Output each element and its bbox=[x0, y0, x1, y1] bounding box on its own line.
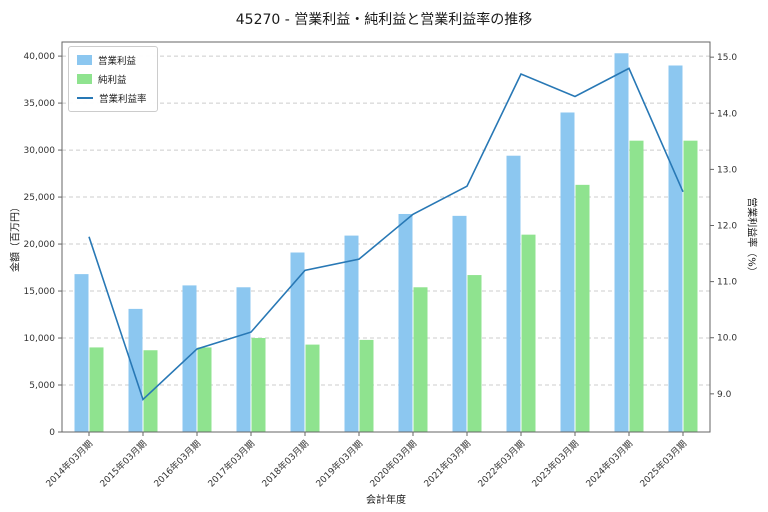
chart-title: 45270 - 営業利益・純利益と営業利益率の推移 bbox=[235, 12, 533, 28]
bar-net-income bbox=[359, 339, 374, 432]
bar-net-income bbox=[89, 347, 104, 432]
left-tick-label: 30,000 bbox=[24, 146, 56, 156]
left-tick-label: 5,000 bbox=[29, 381, 55, 391]
bar-operating-income bbox=[290, 252, 305, 432]
x-tick-label: 2024年03月期 bbox=[583, 438, 635, 490]
left-tick-label: 0 bbox=[49, 428, 55, 438]
right-tick-label: 10.0 bbox=[717, 334, 737, 344]
bar-net-income bbox=[413, 287, 428, 432]
legend: 営業利益純利益営業利益率 bbox=[68, 46, 158, 112]
bar-net-income bbox=[305, 344, 320, 432]
right-tick-label: 12.0 bbox=[717, 221, 737, 231]
bar-operating-income bbox=[560, 112, 575, 432]
x-tick-label: 2015年03月期 bbox=[97, 438, 149, 490]
x-tick-label: 2019年03月期 bbox=[313, 438, 365, 490]
right-tick-label: 11.0 bbox=[717, 278, 737, 288]
bar-operating-income bbox=[506, 155, 521, 432]
right-axis-label: 営業利益率（%） bbox=[745, 197, 757, 277]
plot-border bbox=[61, 41, 711, 433]
legend-label: 営業利益 bbox=[98, 56, 137, 67]
bar-operating-income bbox=[398, 213, 413, 432]
legend-item-net-income: 純利益 bbox=[77, 72, 147, 86]
line-operating-margin bbox=[88, 67, 684, 401]
left-tick-label: 35,000 bbox=[24, 99, 56, 109]
legend-item-operating-income: 営業利益 bbox=[77, 53, 147, 67]
left-tick-label: 25,000 bbox=[24, 193, 56, 203]
bar-operating-income bbox=[614, 53, 629, 433]
bar-operating-income bbox=[344, 235, 359, 432]
bar-net-income bbox=[143, 350, 158, 432]
bar-net-income bbox=[629, 140, 644, 433]
right-tick-label: 15.0 bbox=[717, 53, 737, 63]
x-axis-label: 会計年度 bbox=[366, 495, 406, 506]
bar-net-income bbox=[521, 234, 536, 432]
legend-swatch-net-income bbox=[77, 74, 92, 84]
right-tick-label: 14.0 bbox=[717, 109, 737, 119]
x-tick-label: 2022年03月期 bbox=[475, 438, 527, 490]
left-tick-label: 10,000 bbox=[24, 334, 56, 344]
x-tick-label: 2020年03月期 bbox=[367, 438, 419, 490]
x-tick-label: 2017年03月期 bbox=[205, 438, 257, 490]
legend-label: 営業利益率 bbox=[99, 94, 147, 105]
left-tick-label: 40,000 bbox=[24, 52, 56, 62]
x-tick-label: 2025年03月期 bbox=[637, 438, 689, 490]
left-tick-label: 15,000 bbox=[24, 287, 56, 297]
bar-net-income bbox=[683, 140, 698, 433]
legend-label: 純利益 bbox=[98, 75, 127, 86]
legend-swatch-operating-margin bbox=[77, 97, 93, 99]
bar-operating-income bbox=[668, 65, 683, 433]
bar-operating-income bbox=[74, 274, 89, 432]
right-tick-label: 9.0 bbox=[717, 390, 732, 400]
left-tick-label: 20,000 bbox=[24, 240, 56, 250]
legend-item-operating-margin: 営業利益率 bbox=[77, 91, 147, 105]
x-tick-label: 2014年03月期 bbox=[43, 438, 95, 490]
bar-operating-income bbox=[128, 308, 143, 432]
bar-operating-income bbox=[452, 215, 467, 432]
legend-swatch-operating-income bbox=[77, 55, 92, 65]
x-tick-label: 2021年03月期 bbox=[421, 438, 473, 490]
bar-net-income bbox=[197, 347, 212, 432]
bar-net-income bbox=[467, 275, 482, 432]
bar-operating-income bbox=[236, 287, 251, 432]
x-tick-label: 2018年03月期 bbox=[259, 438, 311, 490]
x-tick-label: 2023年03月期 bbox=[529, 438, 581, 490]
bar-net-income bbox=[575, 184, 590, 432]
bar-operating-income bbox=[182, 285, 197, 432]
right-tick-label: 13.0 bbox=[717, 165, 737, 175]
left-axis-label: 金額（百万円） bbox=[10, 202, 22, 272]
x-tick-label: 2016年03月期 bbox=[151, 438, 203, 490]
bar-net-income bbox=[251, 338, 266, 432]
